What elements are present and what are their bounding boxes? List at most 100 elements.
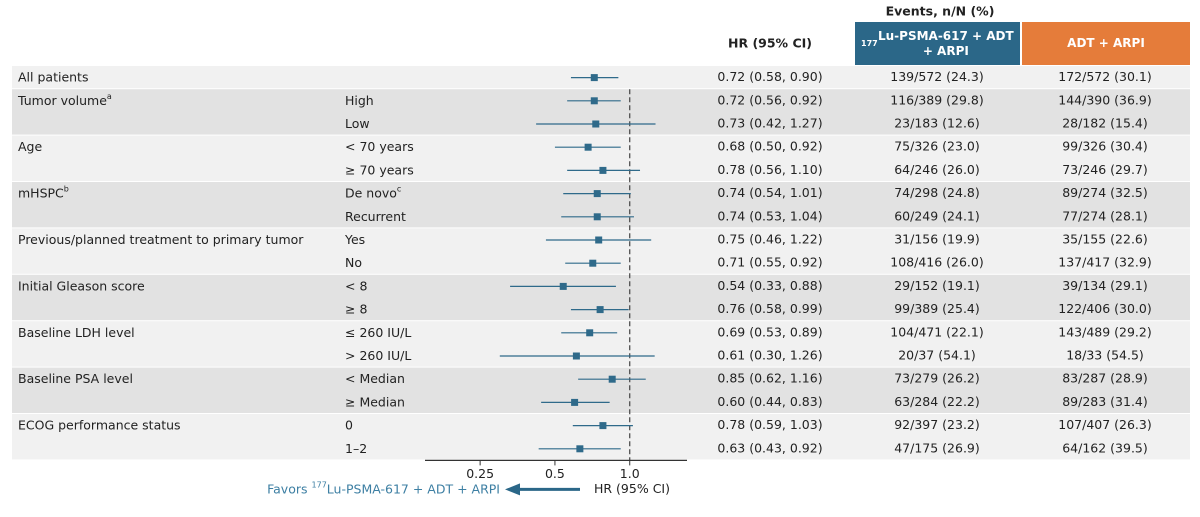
group-band — [12, 274, 1190, 321]
text-part: Favors — [267, 481, 307, 496]
hr-value: 0.74 (0.54, 1.01) — [717, 185, 822, 200]
arm-header: ADT + ARPI — [1067, 36, 1145, 50]
group-band — [12, 321, 1190, 367]
subgroup-label: 0 — [345, 417, 353, 432]
hr-value: 0.76 (0.58, 0.99) — [717, 301, 822, 316]
text-part: Baseline PSA level — [18, 371, 133, 386]
arm1-events: 31/156 (19.9) — [894, 232, 980, 247]
hr-marker — [608, 375, 616, 383]
arm1-events: 29/152 (19.1) — [894, 278, 980, 293]
subgroup-label: < 70 years — [345, 139, 414, 154]
hr-value: 0.78 (0.59, 1.03) — [717, 417, 822, 432]
arm-name: 177 Lu-PSMA-617 + ADT + ARPI — [855, 22, 1020, 65]
arm2-events: 144/390 (36.9) — [1058, 92, 1152, 107]
subgroup-label: No — [345, 255, 362, 270]
text-part: Initial Gleason score — [18, 278, 145, 293]
text-part: 0 — [345, 417, 353, 432]
arm1-events: 63/284 (22.2) — [894, 394, 980, 409]
arm2-events: 64/162 (39.5) — [1062, 440, 1148, 455]
arm2-events: 99/326 (30.4) — [1062, 139, 1148, 154]
arm2-events: 28/182 (15.4) — [1062, 116, 1148, 131]
subgroup-label: ≤ 260 IU/L — [345, 324, 411, 339]
hr-marker — [596, 306, 604, 314]
group-band — [12, 228, 1190, 274]
subgroup-label: > 260 IU/L — [345, 348, 411, 363]
subgroup-label: ≥ 8 — [345, 301, 367, 316]
group-label: Baseline PSA level — [18, 371, 133, 386]
arm1-events: 139/572 (24.3) — [890, 69, 984, 84]
hr-value: 0.74 (0.53, 1.04) — [717, 208, 822, 223]
subgroup-label: < Median — [345, 371, 405, 386]
arm2-events: 18/33 (54.5) — [1066, 348, 1144, 363]
group-band — [12, 89, 1190, 135]
hr-marker — [592, 120, 600, 128]
text-part: mHSPC — [18, 185, 64, 200]
hr-marker — [590, 74, 598, 82]
arm1-events: 64/246 (26.0) — [894, 162, 980, 177]
text-part: All patients — [18, 69, 88, 84]
arm1-events: 23/183 (12.6) — [894, 116, 980, 131]
arm1-events: 92/397 (23.2) — [894, 417, 980, 432]
text-part: ≥ Median — [345, 394, 405, 409]
subgroup-label: < 8 — [345, 278, 367, 293]
text-part: High — [345, 92, 374, 107]
arm-header-box — [1022, 22, 1190, 65]
text-part: ≤ 260 IU/L — [345, 324, 411, 339]
group-label: ECOG performance status — [18, 417, 181, 432]
superscript: 177 — [312, 480, 327, 489]
hr-marker — [595, 236, 603, 244]
hr-value: 0.73 (0.42, 1.27) — [717, 116, 822, 131]
arm-header-box — [855, 22, 1020, 65]
group-label: All patients — [18, 69, 88, 84]
hr-value: 0.72 (0.56, 0.92) — [717, 92, 822, 107]
hr-marker — [576, 445, 584, 453]
events-header: Events, n/N (%) — [886, 4, 995, 19]
arm1-events: 104/471 (22.1) — [890, 324, 984, 339]
hr-marker — [599, 422, 607, 430]
text-part: Recurrent — [345, 208, 406, 223]
arm2-events: 77/274 (28.1) — [1062, 208, 1148, 223]
text-part: < Median — [345, 371, 405, 386]
hr-marker — [589, 259, 597, 267]
hr-value: 0.71 (0.55, 0.92) — [717, 255, 822, 270]
text-part: ≥ 8 — [345, 301, 367, 316]
group-label: Tumor volumea — [17, 92, 112, 108]
arm2-events: 73/246 (29.7) — [1062, 162, 1148, 177]
hr-value: 0.63 (0.43, 0.92) — [717, 440, 822, 455]
superscript: a — [107, 92, 112, 101]
hr-marker — [599, 166, 607, 174]
arm2-events: 107/407 (26.3) — [1058, 417, 1152, 432]
arm-header: 177Lu-PSMA-617 + ADT + ARPI — [855, 22, 1020, 65]
hr-marker — [593, 213, 601, 221]
hr-value: 0.60 (0.44, 0.83) — [717, 394, 822, 409]
group-label: Previous/planned treatment to primary tu… — [18, 232, 304, 247]
text-part: Lu-PSMA-617 + ADT + ARPI — [327, 481, 500, 496]
arm1-events: 20/37 (54.1) — [898, 348, 976, 363]
subgroup-label: ≥ Median — [345, 394, 405, 409]
subgroup-label: High — [345, 92, 374, 107]
hr-value: 0.61 (0.30, 1.26) — [717, 348, 822, 363]
subgroup-label: Recurrent — [345, 208, 406, 223]
hr-marker — [590, 97, 598, 105]
arm-label: ADT + ARPI — [1067, 36, 1145, 50]
arm2-events: 83/287 (28.9) — [1062, 371, 1148, 386]
text-part: Age — [18, 139, 42, 154]
hr-value: 0.69 (0.53, 0.89) — [717, 324, 822, 339]
text-part: Low — [345, 116, 370, 131]
x-tick-label: 1.0 — [620, 466, 640, 481]
hr-marker — [572, 352, 580, 360]
superscript: b — [64, 185, 69, 194]
favors-arrowhead — [505, 483, 520, 496]
text-part: > 260 IU/L — [345, 348, 411, 363]
arm1-events: 116/389 (29.8) — [890, 92, 984, 107]
group-band — [12, 367, 1190, 413]
text-part: ≥ 70 years — [345, 162, 414, 177]
group-label: mHSPCb — [18, 185, 69, 201]
text-part: ECOG performance status — [18, 417, 181, 432]
hr-value: 0.68 (0.50, 0.92) — [717, 139, 822, 154]
group-label: Initial Gleason score — [18, 278, 145, 293]
favors-label: Favors 177Lu-PSMA-617 + ADT + ARPI — [267, 480, 500, 496]
text-part: De novo — [345, 185, 397, 200]
text-part: Previous/planned treatment to primary tu… — [18, 232, 304, 247]
text-part: Yes — [344, 232, 365, 247]
